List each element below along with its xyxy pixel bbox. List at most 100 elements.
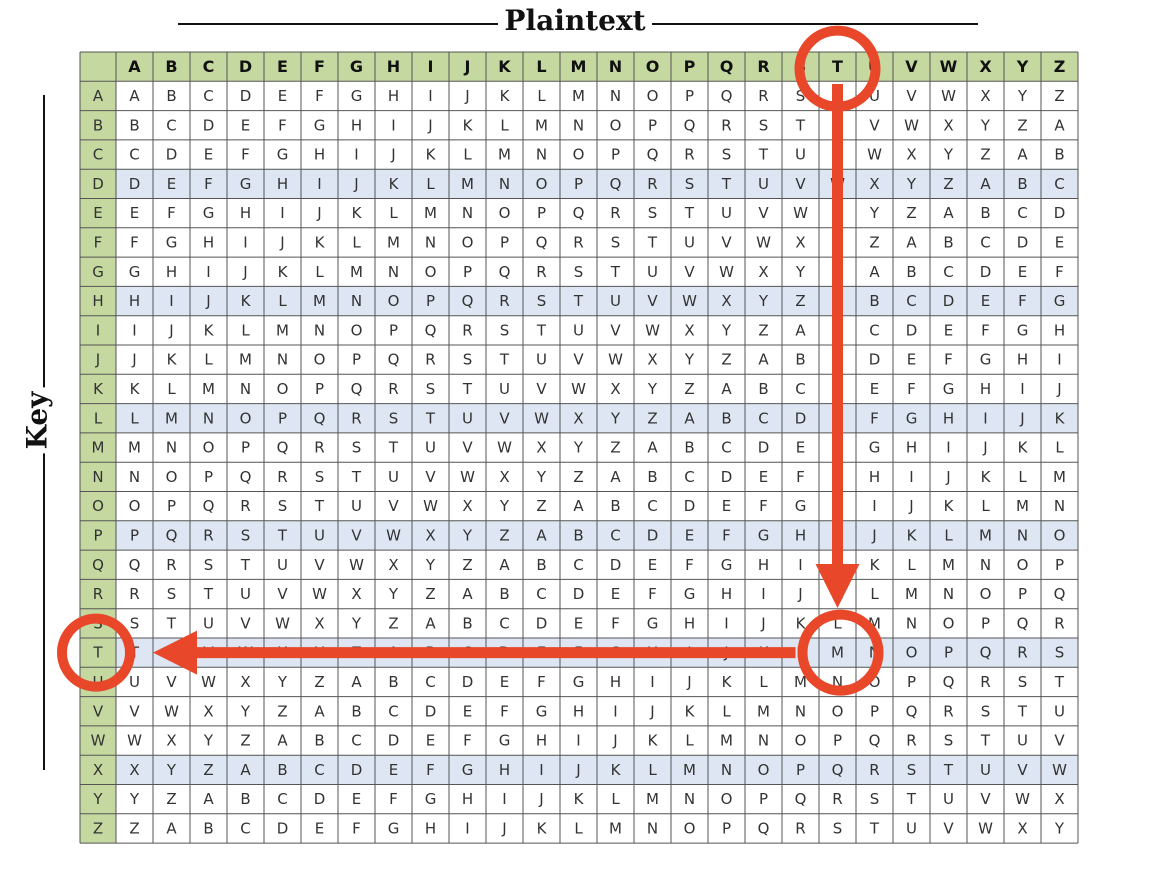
cell-b-l: M xyxy=(535,116,548,134)
cell-n-u: H xyxy=(869,468,880,486)
cell-i-i: Q xyxy=(425,321,437,339)
cell-z-l: K xyxy=(537,819,548,837)
cell-m-e: Q xyxy=(277,439,289,457)
cell-k-k: U xyxy=(499,380,510,398)
cell-a-e: E xyxy=(278,87,287,105)
plaintext-header-y: Y xyxy=(1016,57,1029,76)
cell-w-l: H xyxy=(536,732,547,750)
cell-j-u: D xyxy=(869,351,881,369)
cell-b-q: R xyxy=(721,116,731,134)
cell-h-m: T xyxy=(573,292,584,310)
cell-k-f: P xyxy=(315,380,324,398)
cell-b-n: O xyxy=(610,116,622,134)
cell-a-r: R xyxy=(758,87,768,105)
cell-y-y: W xyxy=(1015,790,1030,808)
cell-g-g: M xyxy=(350,263,363,281)
cell-i-a: I xyxy=(132,321,136,339)
cell-c-v: X xyxy=(906,146,916,164)
cell-x-q: N xyxy=(721,761,732,779)
cell-r-n: E xyxy=(611,585,620,603)
cell-x-b: Y xyxy=(166,761,177,779)
cell-n-i: V xyxy=(425,468,436,486)
cell-f-n: S xyxy=(611,233,621,251)
cell-u-o: I xyxy=(650,673,654,691)
cell-f-b: G xyxy=(166,233,178,251)
cell-s-v: N xyxy=(906,614,917,632)
cell-g-k: Q xyxy=(499,263,511,281)
cell-u-r: L xyxy=(759,673,768,691)
cell-j-s: B xyxy=(795,351,805,369)
cell-j-n: W xyxy=(608,351,623,369)
cell-x-m: J xyxy=(575,761,580,779)
cell-q-i: Y xyxy=(425,556,436,574)
cell-a-b: B xyxy=(166,87,176,105)
cell-x-o: L xyxy=(648,761,657,779)
cell-y-p: N xyxy=(684,790,695,808)
cell-q-u: K xyxy=(870,556,881,574)
cell-y-b: Z xyxy=(166,790,176,808)
cell-h-f: M xyxy=(313,292,326,310)
cell-a-d: D xyxy=(240,87,252,105)
cell-d-u: X xyxy=(869,175,879,193)
cell-b-h: I xyxy=(391,116,395,134)
cell-w-z: V xyxy=(1054,732,1065,750)
cell-z-e: D xyxy=(277,819,289,837)
cell-i-g: O xyxy=(351,321,363,339)
cell-a-m: M xyxy=(572,87,585,105)
cell-v-g: B xyxy=(351,702,361,720)
cell-k-a: K xyxy=(130,380,141,398)
cell-y-c: A xyxy=(203,790,214,808)
plaintext-header-n: N xyxy=(609,57,622,76)
cell-y-h: F xyxy=(389,790,398,808)
cell-q-b: R xyxy=(166,556,176,574)
key-header-c: C xyxy=(93,146,103,164)
cell-m-c: O xyxy=(203,439,215,457)
cell-c-q: S xyxy=(722,146,732,164)
cell-e-e: I xyxy=(280,204,284,222)
cell-v-k: F xyxy=(500,702,509,720)
cell-m-r: D xyxy=(758,439,770,457)
cell-v-l: G xyxy=(536,702,548,720)
cell-w-a: W xyxy=(127,732,142,750)
cell-x-k: H xyxy=(499,761,510,779)
cell-m-d: P xyxy=(241,439,250,457)
cell-y-e: C xyxy=(277,790,287,808)
cell-f-m: R xyxy=(573,233,583,251)
cell-q-z: P xyxy=(1055,556,1064,574)
cell-m-a: M xyxy=(128,439,141,457)
cell-m-p: B xyxy=(684,439,694,457)
cell-v-u: P xyxy=(870,702,879,720)
cell-n-d: Q xyxy=(240,468,252,486)
cell-r-e: V xyxy=(277,585,288,603)
cell-s-m: E xyxy=(574,614,583,632)
cell-i-e: M xyxy=(276,321,289,339)
key-header-g: G xyxy=(92,263,104,281)
cell-d-m: P xyxy=(574,175,583,193)
cell-m-s: E xyxy=(796,439,805,457)
cell-u-n: H xyxy=(610,673,621,691)
cell-r-x: O xyxy=(980,585,992,603)
cell-o-b: P xyxy=(167,497,176,515)
cell-b-r: S xyxy=(759,116,769,134)
cell-v-r: M xyxy=(757,702,770,720)
cell-o-i: W xyxy=(423,497,438,515)
cell-x-y: V xyxy=(1017,761,1028,779)
cell-w-k: G xyxy=(499,732,511,750)
cell-j-x: G xyxy=(980,351,992,369)
cell-b-w: X xyxy=(943,116,953,134)
cell-h-h: O xyxy=(388,292,400,310)
cell-z-v: U xyxy=(906,819,917,837)
cell-w-x: T xyxy=(980,732,991,750)
cell-d-q: T xyxy=(721,175,732,193)
cell-p-e: T xyxy=(277,526,288,544)
cell-e-x: B xyxy=(980,204,990,222)
cell-x-d: A xyxy=(240,761,251,779)
cell-m-q: C xyxy=(721,439,731,457)
cell-p-s: H xyxy=(795,526,806,544)
cell-f-e: J xyxy=(279,233,284,251)
cell-y-t: R xyxy=(832,790,842,808)
cell-g-y: E xyxy=(1018,263,1027,281)
cell-s-p: H xyxy=(684,614,695,632)
cell-z-r: Q xyxy=(758,819,770,837)
cell-i-m: U xyxy=(573,321,584,339)
